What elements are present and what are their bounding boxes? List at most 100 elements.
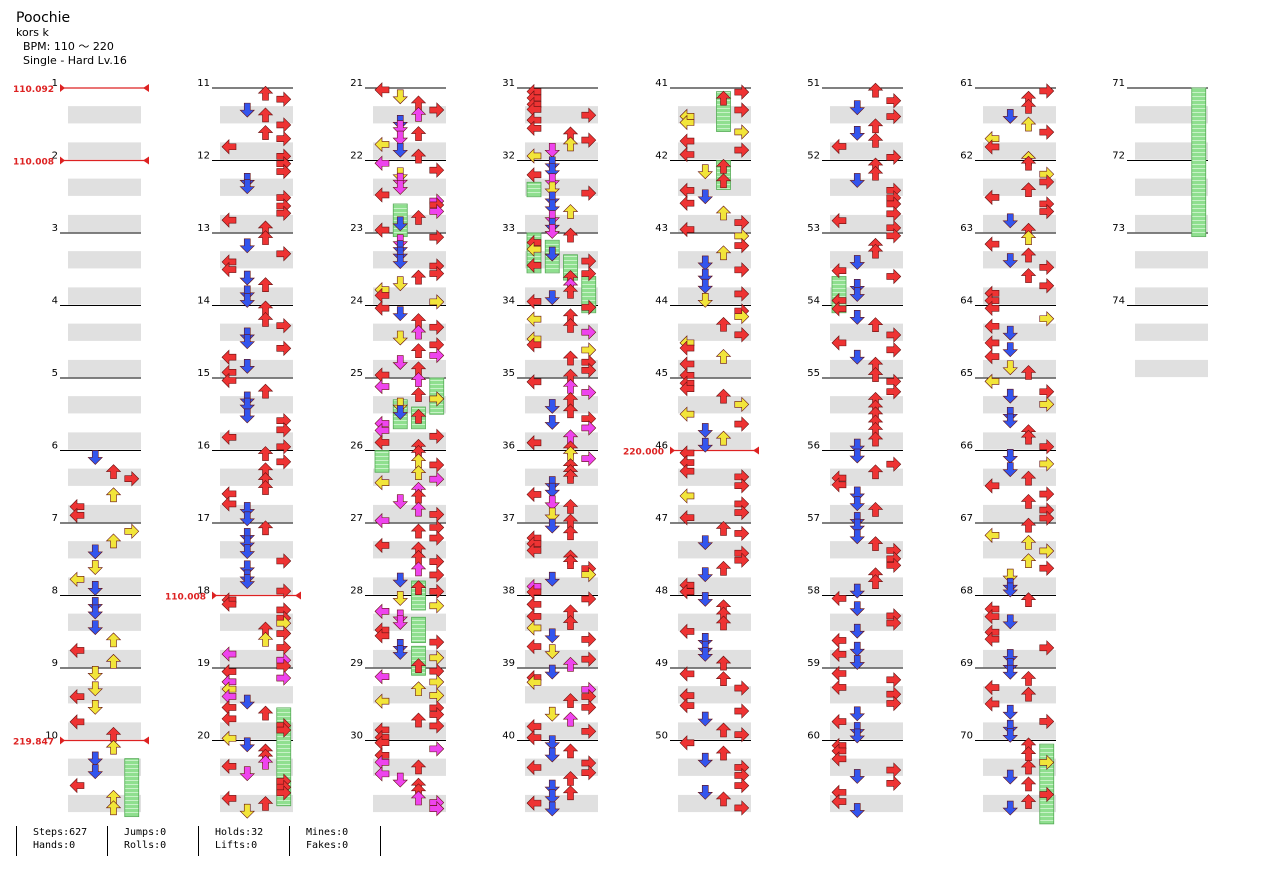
beat-band: [983, 468, 1056, 486]
beat-band: [983, 613, 1056, 631]
beat-band: [373, 794, 446, 812]
measure-number: 19: [197, 658, 210, 669]
hold-note: [374, 450, 390, 473]
measure-number: 63: [960, 223, 973, 234]
beat-band: [1135, 287, 1208, 305]
beat-band: [983, 668, 1056, 686]
beat-band: [525, 342, 598, 359]
beat-band: [678, 487, 751, 504]
beat-band: [373, 342, 446, 359]
bpm-label: 110.008: [13, 158, 54, 168]
beat-band: [68, 541, 141, 559]
beat-band: [678, 197, 751, 214]
beat-band: [373, 722, 446, 740]
beat-band: [68, 378, 141, 396]
beat-band: [830, 523, 903, 541]
measure-number: 58: [807, 586, 820, 597]
beat-band: [373, 106, 446, 124]
beat-band: [678, 741, 751, 758]
beat-band: [983, 106, 1056, 124]
beat-band: [68, 359, 141, 377]
bpm-marker: [60, 156, 65, 165]
beat-band: [525, 197, 598, 214]
bpm-range: BPM: 110 ～ 220: [23, 40, 114, 53]
beat-band: [830, 142, 903, 160]
beat-band: [525, 396, 598, 414]
beat-band: [220, 270, 293, 287]
beat-band: [68, 432, 141, 450]
beat-band: [68, 214, 141, 232]
beat-band: [525, 323, 598, 341]
beat-band: [68, 197, 141, 214]
beat-band: [678, 432, 751, 450]
beat-band: [68, 106, 141, 124]
beat-band: [678, 323, 751, 341]
beat-band: [678, 668, 751, 686]
beat-band: [220, 705, 293, 722]
measure-number: 26: [350, 441, 363, 452]
measure-number: 62: [960, 151, 973, 162]
beat-band: [830, 306, 903, 323]
beat-band: [983, 161, 1056, 178]
measure-number: 66: [960, 441, 973, 452]
beat-band: [373, 632, 446, 649]
stat-column: Jumps:0 Rolls:0: [107, 826, 198, 856]
beat-band: [830, 451, 903, 468]
beat-band: [830, 705, 903, 722]
beat-band: [525, 794, 598, 812]
measure-number: 30: [350, 731, 363, 742]
beat-band: [525, 541, 598, 559]
beat-band: [373, 161, 446, 178]
beat-band: [68, 613, 141, 631]
bpm-marker: [143, 736, 149, 745]
beat-band: [525, 359, 598, 377]
beat-band: [983, 342, 1056, 359]
measure-number: 29: [350, 658, 363, 669]
beat-band: [678, 613, 751, 631]
beat-band: [373, 142, 446, 160]
beat-band: [525, 88, 598, 106]
beat-band: [525, 251, 598, 269]
beat-band: [983, 178, 1056, 196]
beat-band: [678, 306, 751, 323]
beat-band: [830, 794, 903, 812]
beat-band: [220, 378, 293, 396]
beat-band: [68, 777, 141, 794]
beat-band: [373, 504, 446, 522]
beat-band: [678, 178, 751, 196]
beat-band: [678, 142, 751, 160]
bpm-label: 219.847: [13, 738, 54, 748]
beat-band: [220, 251, 293, 269]
beat-band: [373, 577, 446, 595]
bpm-label: 110.008: [165, 593, 206, 603]
beat-band: [1135, 342, 1208, 359]
beat-band: [678, 415, 751, 432]
beat-band: [830, 487, 903, 504]
beat-band: [68, 306, 141, 323]
beat-band: [373, 287, 446, 305]
beat-band: [373, 323, 446, 341]
beat-band: [678, 632, 751, 649]
beat-band: [1135, 106, 1208, 124]
beat-band: [1135, 142, 1208, 160]
measure-number: 48: [655, 586, 668, 597]
beat-band: [220, 125, 293, 142]
beat-band: [525, 415, 598, 432]
beat-band: [220, 722, 293, 740]
beat-band: [220, 487, 293, 504]
measure-number: 11: [197, 78, 210, 89]
beat-band: [678, 705, 751, 722]
measure-number: 61: [960, 78, 973, 89]
measure-number: 7: [52, 513, 58, 524]
beat-band: [1135, 214, 1208, 232]
beat-band: [220, 214, 293, 232]
beat-band: [373, 306, 446, 323]
beat-band: [68, 287, 141, 305]
beat-band: [68, 560, 141, 577]
beat-band: [220, 197, 293, 214]
measure-number: 35: [502, 368, 515, 379]
beat-band: [1135, 323, 1208, 341]
hold-note: [411, 616, 426, 644]
beat-band: [830, 613, 903, 631]
